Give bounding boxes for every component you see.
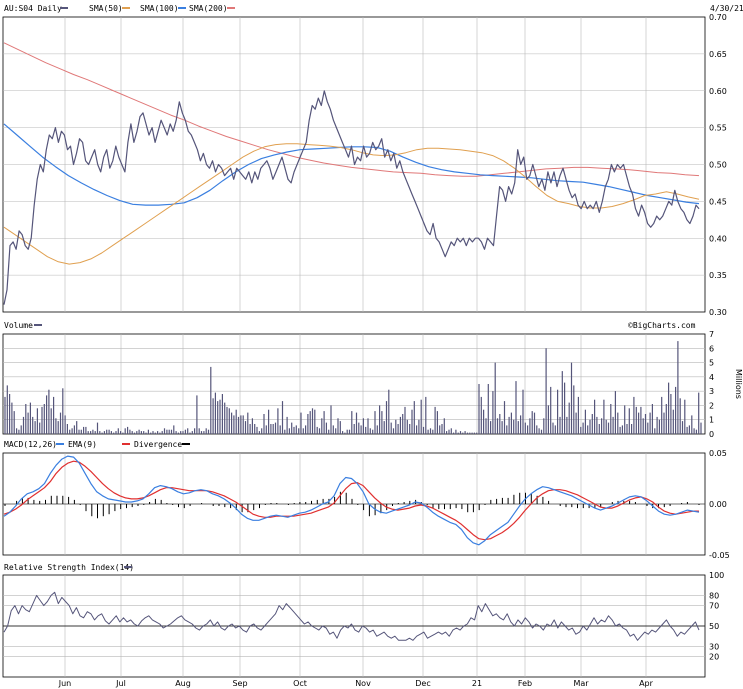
watermark: ©BigCharts.com <box>628 321 696 330</box>
volume-y-tick: 5 <box>709 359 714 368</box>
price-y-tick: 0.30 <box>709 308 727 317</box>
price-y-tick: 0.35 <box>709 271 727 280</box>
macd-y-tick: 0.00 <box>709 500 727 509</box>
volume-y-tick: 3 <box>709 387 714 396</box>
macd-y-ticks: -0.05 0.00 0.05 <box>709 449 730 560</box>
price-line <box>3 90 700 305</box>
rsi-y-tick: 30 <box>709 642 719 651</box>
rsi-y-tick: 80 <box>709 591 719 600</box>
volume-y-tick: 0 <box>709 430 714 439</box>
rsi-y-ticks: 20 30 50 70 80 100 <box>709 571 724 662</box>
price-y-tick: 0.65 <box>709 50 727 59</box>
volume-y-tick: 1 <box>709 416 714 425</box>
volume-grid <box>3 334 705 434</box>
volume-y-tick: 2 <box>709 401 714 410</box>
x-tick-label: Jun <box>58 679 72 688</box>
x-tick-label: Dec <box>415 679 430 688</box>
price-legend: AU:S04 Daily SMA(50) SMA(100) SMA(200) <box>4 4 235 13</box>
x-tick-label: Apr <box>639 679 654 688</box>
legend-label-sma50: SMA(50) <box>89 4 123 13</box>
price-y-tick: 0.50 <box>709 161 727 170</box>
price-y-tick: 0.60 <box>709 87 727 96</box>
date-label: 4/30/21 <box>710 4 743 13</box>
price-y-ticks: 0.30 0.35 0.40 0.45 0.50 0.55 0.60 0.65 0.70 <box>709 13 727 317</box>
rsi-panel: 20 30 50 70 80 100 Relative Strength Index(14… <box>2 563 724 678</box>
rsi-y-tick: 70 <box>709 602 719 611</box>
volume-bars <box>4 341 702 434</box>
legend-label-ema: EMA(9) <box>68 440 97 449</box>
x-tick-label: Mar <box>573 679 589 688</box>
rsi-line <box>3 591 700 641</box>
x-tick-label: Sep <box>232 679 247 688</box>
x-tick-label: Jul <box>115 679 126 688</box>
legend-label-price: AU:S04 Daily <box>4 4 62 13</box>
sma-400-line <box>3 42 700 177</box>
price-y-tick: 0.55 <box>709 124 727 133</box>
price-panel: 0.30 0.35 0.40 0.45 0.50 0.55 0.60 0.65 0.70 4/3… <box>2 4 743 317</box>
legend-label-sma200: SMA(200) <box>189 4 228 13</box>
legend-label-macd: MACD(12,26) <box>4 440 57 449</box>
rsi-y-tick: 20 <box>709 653 719 662</box>
price-grid <box>3 17 705 312</box>
legend-label-sma100: SMA(100) <box>140 4 179 13</box>
ema-9-line <box>3 460 699 541</box>
volume-panel-frame <box>2 333 706 435</box>
x-tick-label: Nov <box>355 679 371 688</box>
rsi-y-tick: 50 <box>709 622 719 631</box>
macd-line <box>3 455 700 546</box>
macd-panel: -0.05 0.00 0.05 MACD(12,26) EMA(9) Diverge… <box>2 440 730 560</box>
macd-y-tick: -0.05 <box>709 551 730 560</box>
x-tick-label: 21 <box>472 679 482 688</box>
volume-y-label: Millions <box>734 369 743 399</box>
macd-lines <box>3 455 700 546</box>
volume-y-tick: 6 <box>709 344 714 353</box>
legend-label-divergence: Divergence <box>134 440 182 449</box>
macd-legend: MACD(12,26) EMA(9) Divergence <box>4 440 190 449</box>
x-tick-label: Aug <box>175 679 191 688</box>
x-tick-label: Feb <box>518 679 532 688</box>
volume-y-tick: 7 <box>709 330 714 339</box>
price-y-tick: 0.45 <box>709 197 727 206</box>
macd-y-tick: 0.05 <box>709 449 727 458</box>
rsi-y-tick: 100 <box>709 571 724 580</box>
volume-panel: 0 1 2 3 4 5 6 7 Volume ©BigCharts.com Millions <box>2 321 743 439</box>
rsi-lines <box>3 591 705 641</box>
volume-y-ticks: 0 1 2 3 4 5 6 7 <box>709 330 714 439</box>
x-tick-label: Oct <box>293 679 307 688</box>
price-lines <box>3 42 700 305</box>
macd-divergence-bars <box>3 491 705 519</box>
x-axis: Jun Jul Aug Sep Oct Nov Dec 21 Feb Mar Apr <box>58 679 654 688</box>
rsi-grid <box>3 575 705 677</box>
volume-y-tick: 4 <box>709 373 714 382</box>
rsi-title: Relative Strength Index(14) <box>4 563 134 572</box>
price-y-tick: 0.70 <box>709 13 727 22</box>
volume-title: Volume <box>4 321 33 330</box>
price-y-tick: 0.40 <box>709 234 727 243</box>
